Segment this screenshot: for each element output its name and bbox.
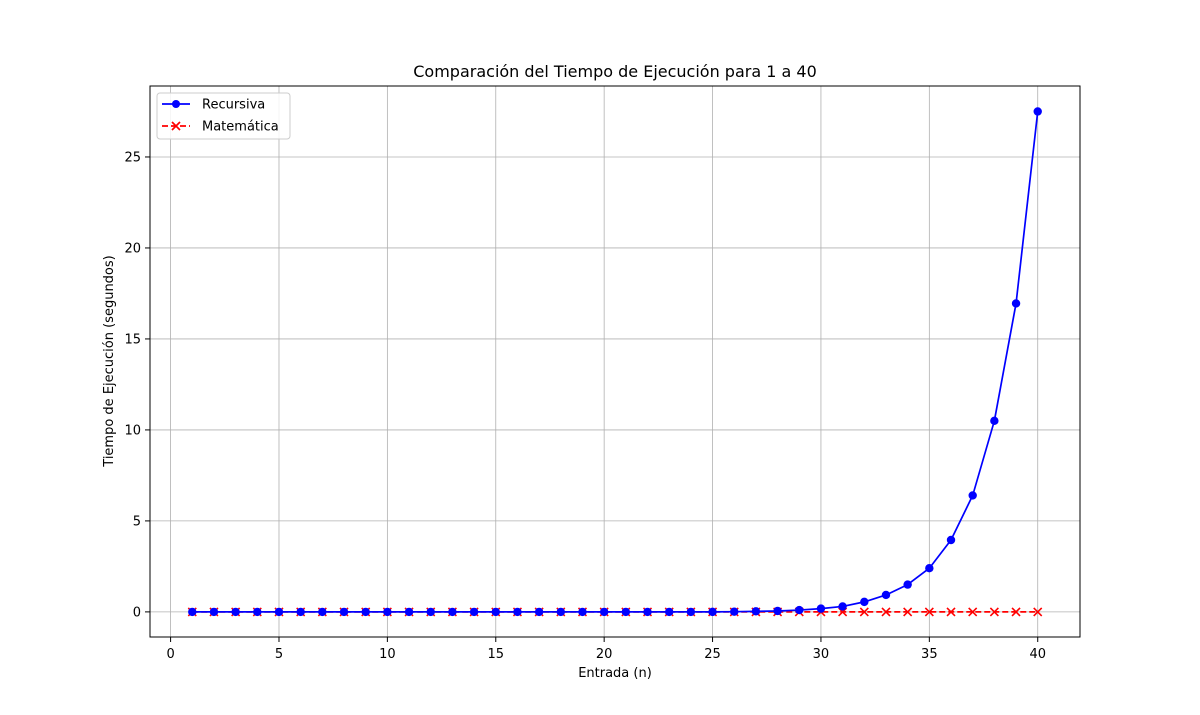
data-point: [686, 607, 696, 617]
data-point: [838, 602, 847, 611]
legend-label-recursiva: Recursiva: [202, 98, 265, 113]
data-point: [708, 607, 717, 617]
data-point: [513, 607, 522, 617]
data-point: [209, 607, 219, 617]
x-tick-label: 30: [813, 647, 830, 662]
data-point: [383, 607, 392, 617]
x-tick-label: 25: [704, 647, 721, 662]
series-recursiva: [188, 107, 1042, 617]
data-point: [556, 607, 566, 617]
x-tick-label: 10: [379, 647, 396, 662]
y-tick-label: 10: [124, 423, 141, 438]
data-point: [599, 607, 609, 617]
x-axis-label: Entrada (n): [578, 666, 652, 681]
data-point: [881, 607, 891, 617]
y-tick-label: 0: [133, 605, 141, 620]
data-point: [903, 580, 912, 589]
data-point: [296, 607, 305, 617]
data-point: [339, 607, 349, 617]
data-point: [621, 607, 631, 617]
data-point: [860, 597, 869, 607]
y-tick-label: 15: [124, 332, 141, 347]
data-point: [773, 606, 782, 616]
y-tick-label: 5: [133, 514, 141, 529]
data-point: [795, 605, 804, 615]
legend-marker-recursiva: [172, 100, 180, 108]
legend-label-matematica: Matemática: [202, 120, 279, 135]
ticks-layer: 0 5 10 15 20 25 30 35 40 0 5 10 15 20 25: [124, 150, 1046, 662]
series-layer: [187, 107, 1043, 617]
data-point: [664, 607, 674, 617]
data-point: [751, 607, 761, 616]
data-point: [426, 607, 435, 617]
data-point: [859, 607, 869, 617]
data-point: [404, 607, 414, 617]
data-point: [253, 607, 262, 617]
data-point: [231, 607, 240, 617]
y-tick-label: 25: [124, 150, 141, 165]
x-tick-label: 5: [275, 647, 283, 662]
x-tick-label: 0: [166, 647, 174, 662]
data-point: [578, 607, 587, 617]
axes-frame: [149, 85, 1081, 638]
data-point: [274, 607, 284, 617]
data-point: [989, 607, 999, 617]
x-tick-label: 35: [921, 647, 938, 662]
data-point: [946, 607, 956, 617]
data-point: [469, 607, 479, 617]
data-point: [491, 607, 500, 617]
chart-title: Comparación del Tiempo de Ejecución para…: [413, 62, 817, 81]
data-point: [1033, 607, 1043, 617]
data-point: [1011, 299, 1021, 308]
data-point: [968, 607, 978, 617]
data-point: [1011, 607, 1021, 617]
data-point: [946, 535, 956, 545]
x-tick-label: 40: [1029, 647, 1046, 662]
data-point: [448, 607, 457, 617]
legend-box: [156, 92, 291, 140]
x-tick-label: 20: [596, 647, 613, 662]
data-point: [990, 416, 999, 426]
data-point: [318, 607, 327, 617]
series-line: [192, 111, 1039, 613]
data-point: [924, 607, 934, 617]
legend-marker-matematica: [171, 121, 181, 131]
data-point: [643, 607, 652, 617]
data-point: [903, 607, 913, 617]
data-point: [534, 607, 544, 617]
data-point: [188, 607, 197, 617]
data-point: [925, 564, 934, 573]
x-tick-label: 15: [487, 647, 504, 662]
data-point: [361, 607, 370, 617]
data-point: [968, 491, 977, 500]
data-point: [881, 590, 891, 600]
data-point: [1033, 107, 1042, 116]
legend: Recursiva Matemática: [156, 92, 291, 140]
y-tick-label: 20: [124, 241, 141, 256]
data-point: [730, 607, 739, 616]
data-point: [816, 604, 826, 613]
y-axis-label: Tiempo de Ejecución (segundos): [102, 255, 117, 467]
